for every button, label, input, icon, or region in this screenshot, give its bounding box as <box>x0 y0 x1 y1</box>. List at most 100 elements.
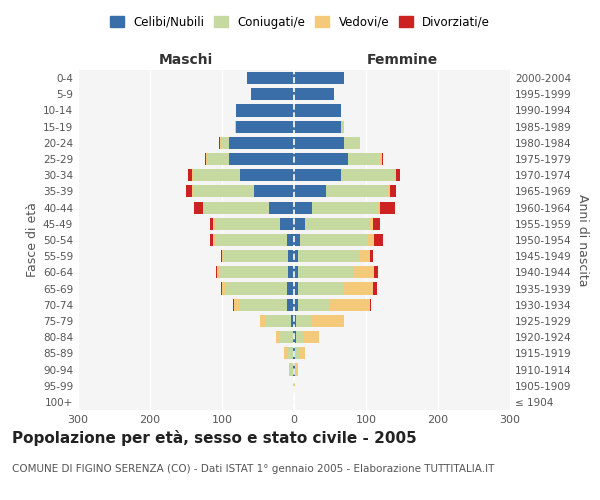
Bar <box>266 315 291 327</box>
Bar <box>370 218 373 230</box>
Bar <box>215 234 287 246</box>
Bar <box>287 298 294 311</box>
Bar <box>193 186 254 198</box>
Y-axis label: Fasce di età: Fasce di età <box>26 202 39 278</box>
Bar <box>294 298 298 311</box>
Bar <box>304 331 319 343</box>
Bar <box>186 186 192 198</box>
Bar <box>294 266 298 278</box>
Bar <box>234 298 240 311</box>
Bar <box>251 88 294 101</box>
Bar <box>373 218 380 230</box>
Bar <box>220 137 221 149</box>
Bar <box>229 153 294 165</box>
Bar <box>298 266 354 278</box>
Bar <box>208 153 229 165</box>
Text: Popolazione per età, sesso e stato civile - 2005: Popolazione per età, sesso e stato civil… <box>12 430 417 446</box>
Bar <box>305 218 370 230</box>
Bar <box>312 202 377 213</box>
Bar <box>294 186 326 198</box>
Bar <box>290 364 293 376</box>
Bar <box>222 282 226 294</box>
Bar <box>326 186 388 198</box>
Bar <box>341 169 395 181</box>
Bar <box>240 169 294 181</box>
Bar <box>300 234 368 246</box>
Bar <box>215 266 217 278</box>
Bar <box>254 186 294 198</box>
Bar <box>377 202 380 213</box>
Bar <box>222 250 223 262</box>
Bar <box>368 234 374 246</box>
Bar <box>194 202 203 213</box>
Bar <box>380 202 395 213</box>
Bar <box>374 234 383 246</box>
Bar <box>206 153 208 165</box>
Bar <box>294 250 298 262</box>
Bar <box>293 348 294 360</box>
Bar <box>247 72 294 84</box>
Bar <box>296 364 298 376</box>
Bar <box>295 364 296 376</box>
Bar <box>294 202 312 213</box>
Bar <box>296 331 304 343</box>
Bar <box>192 186 193 198</box>
Bar <box>382 153 383 165</box>
Bar <box>284 348 287 360</box>
Bar <box>298 250 359 262</box>
Bar <box>294 218 305 230</box>
Bar <box>298 298 330 311</box>
Bar <box>210 234 214 246</box>
Bar <box>193 169 240 181</box>
Bar <box>203 202 204 213</box>
Bar <box>226 282 287 294</box>
Bar <box>288 250 294 262</box>
Bar <box>280 218 294 230</box>
Bar <box>374 266 377 278</box>
Bar <box>294 104 341 117</box>
Text: COMUNE DI FIGINO SERENZA (CO) - Dati ISTAT 1° gennaio 2005 - Elaborazione TUTTIT: COMUNE DI FIGINO SERENZA (CO) - Dati IST… <box>12 464 494 474</box>
Bar <box>294 120 341 132</box>
Bar <box>294 72 344 84</box>
Bar <box>354 266 374 278</box>
Bar <box>287 348 293 360</box>
Bar <box>240 298 287 311</box>
Bar <box>296 315 312 327</box>
Bar <box>276 331 280 343</box>
Text: Femmine: Femmine <box>367 53 437 67</box>
Bar <box>330 298 370 311</box>
Bar <box>235 120 236 132</box>
Text: Maschi: Maschi <box>159 53 213 67</box>
Bar <box>370 298 371 311</box>
Bar <box>188 169 192 181</box>
Bar <box>294 137 344 149</box>
Bar <box>269 202 294 213</box>
Bar <box>260 315 266 327</box>
Bar <box>233 298 234 311</box>
Bar <box>221 250 222 262</box>
Bar <box>221 282 222 294</box>
Bar <box>294 364 295 376</box>
Bar <box>223 250 288 262</box>
Bar <box>294 282 298 294</box>
Bar <box>395 169 396 181</box>
Bar <box>380 153 382 165</box>
Bar <box>289 364 290 376</box>
Bar <box>293 380 294 392</box>
Bar <box>359 250 370 262</box>
Bar <box>280 331 293 343</box>
Bar <box>221 137 229 149</box>
Bar <box>294 315 296 327</box>
Bar <box>287 282 294 294</box>
Bar <box>214 218 215 230</box>
Bar <box>294 153 348 165</box>
Bar <box>298 282 344 294</box>
Y-axis label: Anni di nascita: Anni di nascita <box>576 194 589 286</box>
Bar <box>192 169 193 181</box>
Bar <box>291 315 294 327</box>
Bar <box>299 348 305 360</box>
Bar <box>219 137 220 149</box>
Legend: Celibi/Nubili, Coniugati/e, Vedovi/e, Divorziati/e: Celibi/Nubili, Coniugati/e, Vedovi/e, Di… <box>105 11 495 34</box>
Bar <box>288 266 294 278</box>
Bar <box>294 169 341 181</box>
